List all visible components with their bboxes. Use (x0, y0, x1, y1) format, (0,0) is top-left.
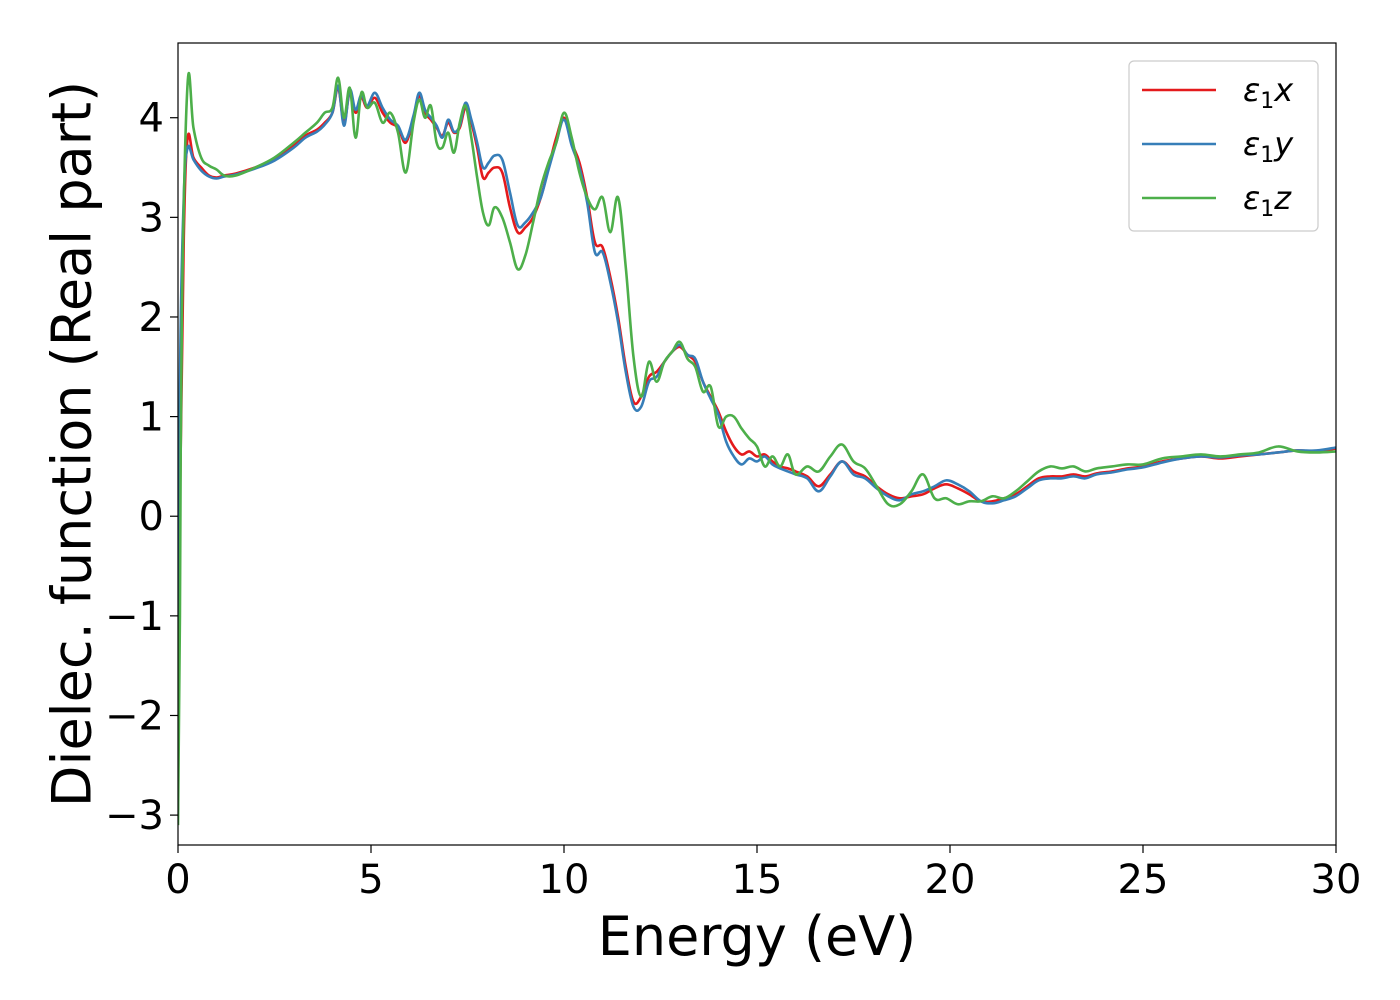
x-axis-ticks: 0 5 10 15 20 25 30 (165, 845, 1361, 903)
x-tick-label: 30 (1311, 857, 1362, 903)
y-axis-label: Dielec. function (Real part) (41, 81, 104, 807)
x-tick-label: 5 (358, 857, 383, 903)
y-tick-label: 4 (139, 96, 164, 142)
y-tick-label: −2 (105, 693, 164, 739)
y-tick-label: 1 (139, 395, 164, 441)
series-layer (178, 71, 1336, 826)
legend-label-z: ε1z (1243, 179, 1292, 222)
x-axis-label: Energy (eV) (598, 905, 917, 968)
series-line-z (178, 71, 1336, 826)
y-tick-label: −1 (105, 594, 164, 640)
legend-box (1128, 60, 1319, 232)
legend-label-x: ε1x (1243, 71, 1294, 114)
legend-label-y: ε1y (1243, 125, 1294, 168)
x-tick-label: 20 (925, 857, 976, 903)
x-tick-label: 0 (165, 857, 190, 903)
x-tick-label: 10 (539, 857, 590, 903)
y-tick-label: −3 (105, 793, 164, 839)
y-tick-label: 2 (139, 295, 164, 341)
y-axis-ticks: −3 −2 −1 0 1 2 3 4 (105, 96, 178, 839)
legend: ε1x ε1y ε1z (1128, 60, 1319, 232)
y-tick-label: 3 (139, 195, 164, 241)
x-tick-label: 15 (732, 857, 783, 903)
y-tick-label: 0 (139, 494, 164, 540)
x-tick-label: 25 (1118, 857, 1169, 903)
